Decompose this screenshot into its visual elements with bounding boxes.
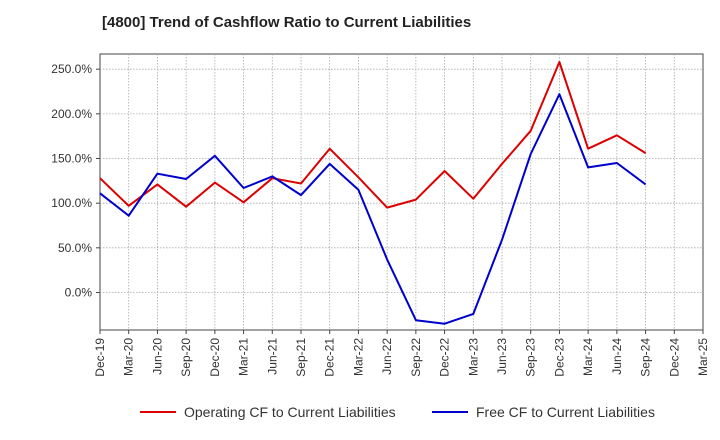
x-tick-label: Jun-20 <box>150 338 164 375</box>
x-tick-label: Jun-24 <box>610 338 624 375</box>
series-line-operating <box>99 61 647 209</box>
y-tick-label: 200.0% <box>51 107 92 121</box>
y-tick-label: 50.0% <box>58 241 92 255</box>
x-tick-label: Mar-20 <box>122 338 136 376</box>
y-tick-label: 150.0% <box>51 152 92 166</box>
x-tick-label: Jun-22 <box>380 338 394 375</box>
x-tick-label: Dec-21 <box>323 338 337 377</box>
legend-swatch-operating <box>140 411 176 413</box>
x-tick-label: Mar-23 <box>466 338 480 376</box>
legend-label-operating: Operating CF to Current Liabilities <box>184 404 396 420</box>
x-tick-label: Mar-21 <box>237 338 251 376</box>
y-axis: 0.0% 50.0% 100.0% 150.0% 200.0% 250.0% <box>51 62 100 299</box>
x-tick-label: Dec-22 <box>438 338 452 377</box>
y-tick-label: 250.0% <box>51 62 92 76</box>
x-tick-label: Sep-23 <box>524 338 538 377</box>
legend-item-free: Free CF to Current Liabilities <box>432 404 655 420</box>
x-tick-label: Sep-20 <box>179 338 193 377</box>
x-tick-label: Mar-25 <box>696 338 710 376</box>
y-tick-label: 0.0% <box>65 285 93 299</box>
plot-area <box>99 53 704 331</box>
x-tick-label: Jun-23 <box>495 338 509 375</box>
series-line-free <box>99 93 647 325</box>
x-tick-label: Dec-23 <box>552 338 566 377</box>
legend-item-operating: Operating CF to Current Liabilities <box>140 404 396 420</box>
x-tick-label: Sep-24 <box>639 338 653 377</box>
x-tick-label: Mar-24 <box>581 338 595 376</box>
series-lines <box>99 61 647 325</box>
x-tick-label: Dec-24 <box>667 338 681 377</box>
y-tick-label: 100.0% <box>51 196 92 210</box>
chart-title: [4800] Trend of Cashflow Ratio to Curren… <box>102 14 472 31</box>
x-tick-label: Dec-20 <box>208 338 222 377</box>
x-tick-label: Sep-21 <box>294 338 308 377</box>
x-tick-label: Jun-21 <box>265 338 279 375</box>
x-tick-label: Dec-19 <box>93 338 107 377</box>
x-axis: Dec-19 Mar-20 Jun-20 Sep-20 Dec-20 Mar-21 Jun-… <box>93 330 710 377</box>
x-tick-label: Sep-22 <box>409 338 423 377</box>
chart-plot: 0.0% 50.0% 100.0% 150.0% 200.0% 250.0% Dec-19… <box>51 53 710 377</box>
legend-label-free: Free CF to Current Liabilities <box>476 404 655 420</box>
legend: Operating CF to Current Liabilities Free… <box>0 404 720 426</box>
legend-swatch-free <box>432 411 468 413</box>
x-tick-label: Mar-22 <box>351 338 365 376</box>
